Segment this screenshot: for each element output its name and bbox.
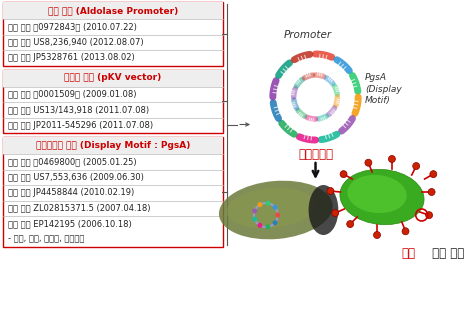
Circle shape: [252, 208, 257, 213]
Circle shape: [257, 223, 263, 228]
Circle shape: [430, 170, 437, 178]
Ellipse shape: [227, 188, 315, 228]
Circle shape: [327, 188, 334, 194]
Text: 항원단백질: 항원단백질: [298, 148, 333, 161]
Text: PgsA
(Display
Motif): PgsA (Display Motif): [365, 73, 402, 104]
Text: 디스플레이 특허 (Display Motif : PgsA): 디스플레이 특허 (Display Motif : PgsA): [36, 141, 190, 150]
Ellipse shape: [308, 185, 338, 235]
Text: 일본 출원 JP2011-545296 (2011.07.08): 일본 출원 JP2011-545296 (2011.07.08): [8, 121, 153, 130]
Circle shape: [428, 188, 435, 196]
Text: 전달체 특허 (pKV vector): 전달체 특허 (pKV vector): [64, 73, 162, 82]
Circle shape: [265, 224, 271, 229]
Bar: [3, 137, 223, 154]
Text: 일본 동록 JP4458844 (2010.02.19): 일본 동록 JP4458844 (2010.02.19): [8, 188, 134, 197]
Text: 한국 출원 제0001509호 (2009.01.08): 한국 출원 제0001509호 (2009.01.08): [8, 90, 136, 99]
Text: 유럽 동록 EP142195 (2006.10.18): 유럽 동록 EP142195 (2006.10.18): [8, 219, 131, 228]
Circle shape: [374, 232, 380, 238]
Bar: [3, 69, 223, 133]
Circle shape: [252, 217, 257, 222]
Text: 표면 발현: 표면 발현: [428, 247, 464, 260]
Circle shape: [413, 162, 420, 170]
Circle shape: [365, 159, 372, 166]
Ellipse shape: [347, 175, 407, 213]
Text: 미국 동록 US7,553,636 (2009.06.30): 미국 동록 US7,553,636 (2009.06.30): [8, 173, 144, 182]
Circle shape: [402, 228, 409, 235]
Text: 중국 동록 ZL02815371.5 (2007.04.18): 중국 동록 ZL02815371.5 (2007.04.18): [8, 204, 150, 213]
Circle shape: [272, 205, 278, 210]
Ellipse shape: [219, 181, 333, 239]
Circle shape: [257, 202, 263, 207]
Ellipse shape: [340, 169, 424, 225]
Text: 발현 특허 (Aldolase Promoter): 발현 특허 (Aldolase Promoter): [48, 6, 178, 15]
Bar: [3, 137, 223, 247]
Circle shape: [347, 221, 354, 228]
Text: 한국 등록 제0972843호 (2010.07.22): 한국 등록 제0972843호 (2010.07.22): [8, 22, 137, 31]
Text: 미국 출원 US13/143,918 (2011.07.08): 미국 출원 US13/143,918 (2011.07.08): [8, 105, 149, 114]
Bar: [3, 2, 223, 19]
Text: 항원: 항원: [402, 247, 416, 260]
Circle shape: [272, 220, 278, 225]
Text: 한국 동록 제0469800호 (2005.01.25): 한국 동록 제0469800호 (2005.01.25): [8, 157, 137, 166]
Bar: [3, 2, 223, 65]
Circle shape: [265, 201, 271, 206]
Circle shape: [340, 170, 347, 178]
Circle shape: [332, 210, 339, 217]
Circle shape: [275, 212, 280, 218]
Circle shape: [388, 156, 395, 162]
Text: Promoter: Promoter: [283, 30, 332, 40]
Text: - 영국, 독일, 프랑스, 이탈리아: - 영국, 독일, 프랑스, 이탈리아: [8, 235, 84, 244]
Bar: [3, 69, 223, 86]
Text: 일본 등록 JP5328761 (2013.08.02): 일본 등록 JP5328761 (2013.08.02): [8, 53, 135, 62]
Circle shape: [426, 212, 433, 219]
Text: 미국 등록 US8,236,940 (2012.08.07): 미국 등록 US8,236,940 (2012.08.07): [8, 38, 144, 47]
